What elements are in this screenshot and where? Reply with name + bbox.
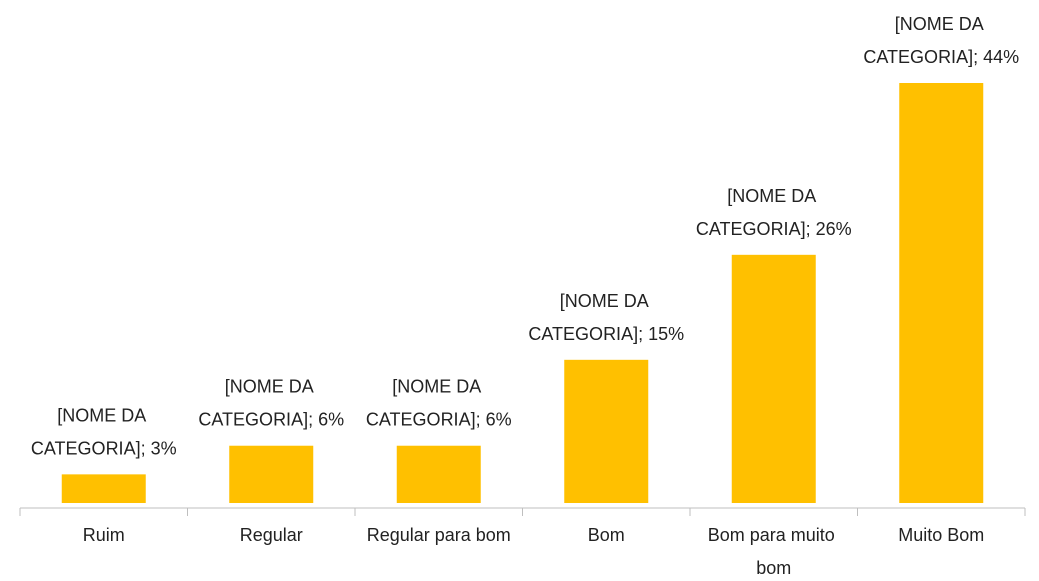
bar [564, 359, 649, 503]
x-tick-label: Regular para bom [367, 525, 511, 545]
data-label: [NOME DA CATEGORIA]; 15% [528, 291, 684, 344]
bar [229, 445, 314, 503]
data-label: [NOME DA CATEGORIA]; 6% [198, 376, 344, 429]
bar [899, 83, 984, 503]
data-label: [NOME DA CATEGORIA]; 3% [31, 405, 177, 458]
x-tick-label: Bom [588, 525, 625, 545]
data-label: [NOME DA CATEGORIA]; 44% [863, 14, 1019, 67]
bar [396, 445, 481, 503]
x-tick-label: Regular [240, 525, 303, 545]
x-tick-label: Bom para muito bom [708, 525, 840, 578]
bar [731, 254, 816, 503]
bar [61, 474, 146, 503]
data-label: [NOME DA CATEGORIA]; 6% [366, 376, 512, 429]
data-label: [NOME DA CATEGORIA]; 26% [696, 186, 852, 239]
x-tick-label: Muito Bom [898, 525, 984, 545]
x-tick-label: Ruim [83, 525, 125, 545]
